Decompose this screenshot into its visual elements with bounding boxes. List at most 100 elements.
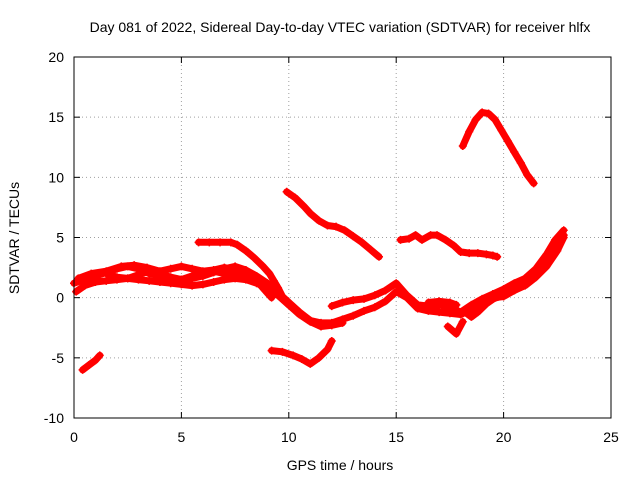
data-point [306, 359, 315, 368]
data-point [473, 249, 482, 258]
data-point [284, 298, 293, 307]
data-point [259, 262, 268, 271]
data-point [85, 361, 94, 370]
x-axis-title: GPS time / hours [287, 457, 394, 473]
data-point [441, 235, 450, 244]
data-point [510, 286, 519, 295]
data-point [327, 336, 336, 345]
data-point [220, 269, 229, 278]
data-point [465, 127, 474, 136]
grid [74, 57, 611, 418]
data-point [198, 268, 207, 277]
data-point [499, 292, 508, 301]
data-point [289, 351, 298, 360]
data-point [559, 233, 568, 242]
data-point [112, 273, 121, 282]
series-track-12 [458, 108, 538, 188]
data-point [529, 179, 538, 188]
data-point [357, 238, 366, 247]
data-point [233, 240, 242, 249]
y-tick-label: 20 [48, 49, 64, 65]
data-point [531, 273, 540, 282]
data-point [521, 274, 530, 283]
series-line [424, 297, 460, 309]
data-point [198, 280, 207, 289]
data-point [338, 298, 347, 307]
data-point [396, 235, 405, 244]
data-point [499, 285, 508, 294]
data-point [299, 202, 308, 211]
series-track-13 [267, 336, 336, 368]
data-point [531, 264, 540, 273]
y-tick-label: 10 [48, 169, 64, 185]
data-point [402, 291, 411, 300]
data-point [95, 351, 104, 360]
data-point [405, 234, 414, 243]
data-point [317, 318, 326, 327]
x-tick-label: 25 [603, 429, 619, 445]
data-point [278, 347, 287, 356]
data-point [510, 279, 519, 288]
data-point [102, 276, 111, 285]
data-point [265, 269, 274, 278]
data-point [80, 281, 89, 290]
data-point [460, 308, 469, 317]
data-point [209, 267, 218, 276]
data-point [491, 293, 500, 302]
data-point [291, 193, 300, 202]
series-track-10 [282, 187, 384, 261]
data-point [417, 235, 426, 244]
data-point [250, 253, 259, 262]
series-line [79, 351, 104, 374]
data-point [392, 279, 401, 288]
data-point [413, 300, 422, 309]
data-point [209, 278, 218, 287]
y-axis-title: SDTVAR / TECUs [6, 182, 22, 294]
data-point [521, 281, 530, 290]
data-point [467, 300, 476, 309]
data-point [424, 298, 433, 307]
data-point [145, 276, 154, 285]
series-line [459, 108, 538, 187]
data-point [349, 296, 358, 305]
series-track-14 [78, 351, 104, 374]
data-point [231, 272, 240, 281]
data-point [359, 294, 368, 303]
data-point [188, 272, 197, 281]
data-point [471, 115, 480, 124]
data-point [551, 235, 560, 244]
data-point [452, 329, 461, 338]
x-tick-label: 20 [496, 429, 512, 445]
data-point [278, 292, 287, 301]
data-point [433, 231, 442, 240]
data-point [332, 222, 341, 231]
data-point [323, 221, 332, 230]
data-point [297, 355, 306, 364]
x-tick-label: 10 [281, 429, 297, 445]
data-point [87, 269, 96, 278]
data-point [523, 170, 532, 179]
x-tick-label: 0 [70, 429, 78, 445]
data-point [314, 353, 323, 362]
data-point [241, 246, 250, 255]
data-point [450, 241, 459, 250]
series-line [461, 234, 568, 321]
data-point [349, 232, 358, 241]
series-track-7 [424, 297, 461, 309]
data-point [188, 281, 197, 290]
data-point [381, 286, 390, 295]
data-point [458, 142, 467, 151]
data-point [166, 273, 175, 282]
data-marks [70, 108, 568, 374]
data-point [205, 238, 214, 247]
data-point [155, 269, 164, 278]
data-point [263, 288, 272, 297]
data-point [166, 264, 175, 273]
data-point [452, 300, 461, 309]
data-point [349, 311, 358, 320]
y-tick-label: -10 [44, 410, 64, 426]
data-point [478, 294, 487, 303]
data-point [381, 297, 390, 306]
data-point [482, 250, 491, 259]
